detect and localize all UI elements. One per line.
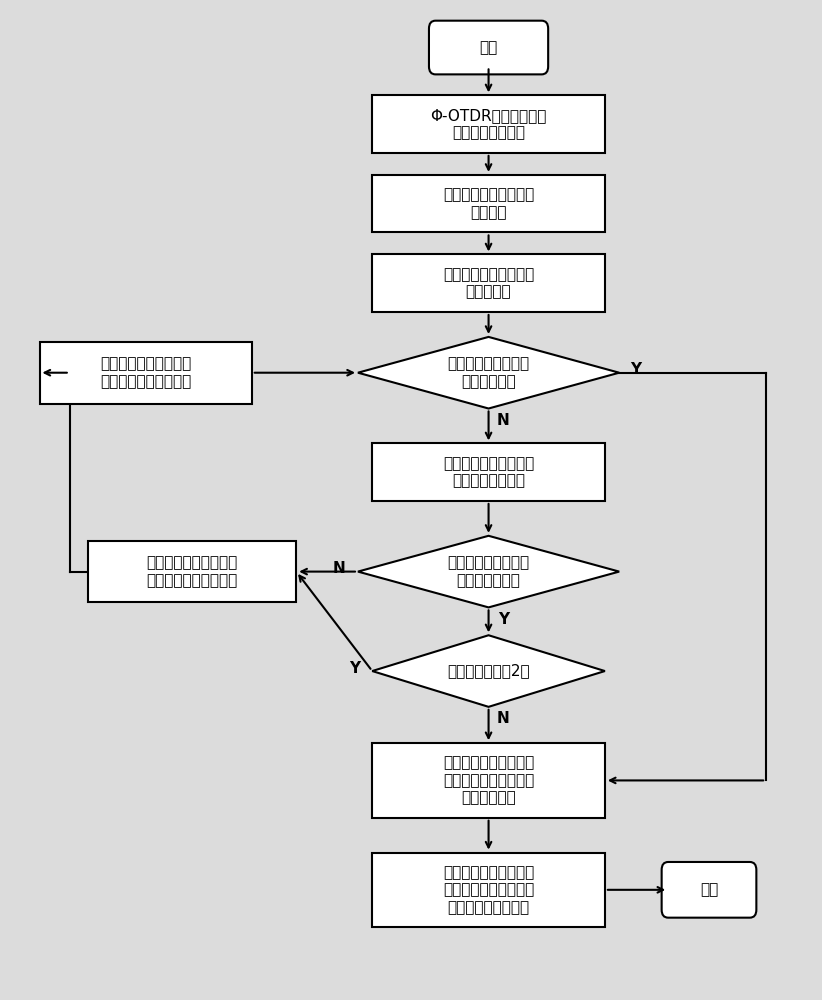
Text: 左右两端索引对应位置
相位解调并解卷绕: 左右两端索引对应位置 相位解调并解卷绕 [443,456,534,488]
Polygon shape [372,635,605,707]
Polygon shape [358,536,619,607]
FancyBboxPatch shape [429,21,548,74]
Text: 结束: 结束 [700,882,718,897]
Text: 两相位之差的绝对値
超过判别阈値？: 两相位之差的绝对値 超过判别阈値？ [447,555,529,588]
Bar [372,443,605,501]
Text: N: N [333,561,346,576]
Text: 将所有区间索引从中点
位置分为两个新的部分: 将所有区间索引从中点 位置分为两个新的部分 [100,357,192,389]
Bar [39,342,252,404]
FancyBboxPatch shape [662,862,756,918]
Text: N: N [496,711,510,726]
Polygon shape [358,337,619,409]
Text: Φ-OTDR系统拍频信号
滤波得到中频信号: Φ-OTDR系统拍频信号 滤波得到中频信号 [431,108,547,140]
Text: Y: Y [497,612,509,627]
Text: 扚动区间计算相邻区间
相位差而非扚动区间相
位差均记为零: 扚动区间计算相邻区间 相位差而非扚动区间相 位差均记为零 [443,756,534,805]
Text: 等宽区间选取中心位置
为区间索引: 等宽区间选取中心位置 为区间索引 [443,267,534,299]
Bar [372,254,605,312]
Bar [372,95,605,153]
Text: Y: Y [349,661,360,676]
Text: 区间索引数量为2？: 区间索引数量为2？ [447,664,530,679]
Text: N: N [496,413,510,428]
Text: 开始: 开始 [479,40,497,55]
Bar [372,175,605,232]
Text: 回溯前一时刻信号进行
相同处理并对相位差进
行时间上的差分计算: 回溯前一时刻信号进行 相同处理并对相位差进 行时间上的差分计算 [443,865,534,915]
Text: 索引位置对应鉴相结果
作为扚动区域信号相位: 索引位置对应鉴相结果 作为扚动区域信号相位 [146,555,238,588]
Bar [372,743,605,818]
Bar [372,853,605,927]
Text: Y: Y [630,362,641,377]
Text: 中频信号所有扚动区
间完成鉴相？: 中频信号所有扚动区 间完成鉴相？ [447,357,529,389]
Text: 中频信号划分为若干个
等宽区间: 中频信号划分为若干个 等宽区间 [443,187,534,220]
Bar [88,541,296,602]
